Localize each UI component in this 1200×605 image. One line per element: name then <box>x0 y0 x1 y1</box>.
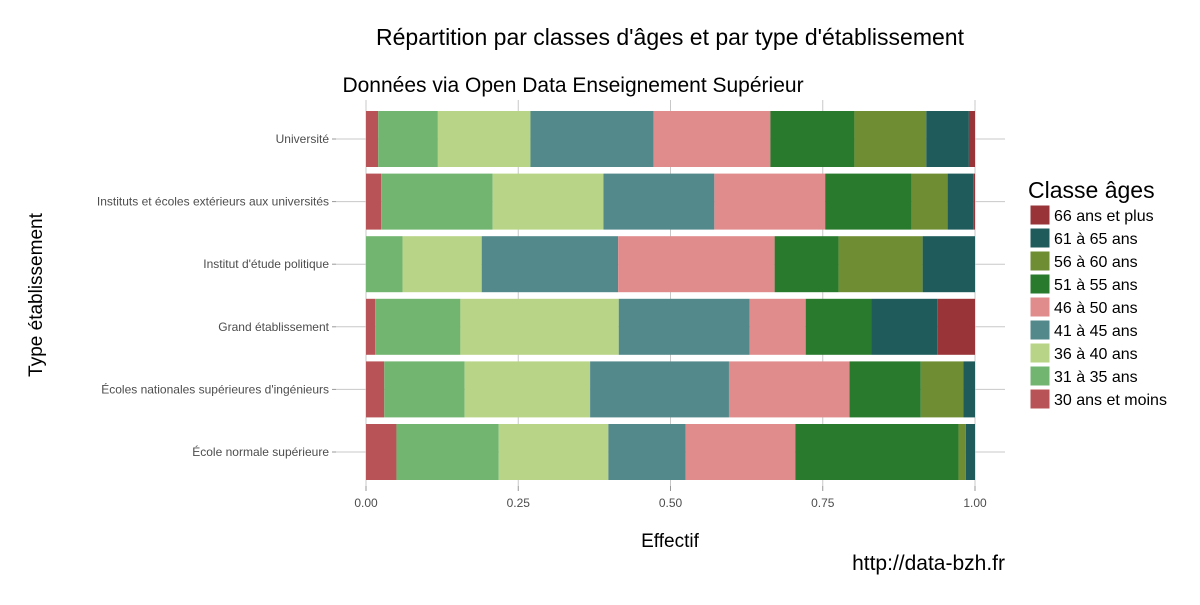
x-tick-label: 1.00 <box>963 496 987 510</box>
bar-segment <box>378 111 438 167</box>
legend-label: 41 à 45 ans <box>1054 323 1138 340</box>
bar-segment <box>402 236 482 293</box>
legend-swatch <box>1029 250 1051 272</box>
bar-segment <box>922 236 975 293</box>
bar-segment <box>381 173 493 230</box>
bar-segment <box>437 111 531 167</box>
y-tick-label: Grand établissement <box>218 320 329 334</box>
bar-segment <box>958 424 966 480</box>
y-axis: Université Instituts et écoles extérieurs… <box>97 132 336 459</box>
bar-segment <box>968 111 975 167</box>
bar-segment <box>366 361 385 418</box>
bar-segment <box>926 111 969 167</box>
y-tick-label: Écoles nationales supérieures d'ingénieu… <box>101 381 329 396</box>
legend: Classe âges 66 ans et plus 61 à 65 ans 56 … <box>1028 177 1167 410</box>
bar-segment <box>460 298 619 355</box>
bar-segment <box>825 173 912 230</box>
caption: http://data-bzh.fr <box>852 552 1005 575</box>
bar-segment <box>965 424 975 480</box>
bar-segment <box>749 298 806 355</box>
legend-swatch <box>1029 273 1051 295</box>
bar-segment <box>590 361 729 418</box>
bar-segment <box>603 173 715 230</box>
bar-segment <box>366 236 403 293</box>
bar-segment <box>795 424 959 480</box>
x-axis-label: Effectif <box>641 531 699 552</box>
bar-segment <box>618 298 750 355</box>
bar-segment <box>375 298 461 355</box>
x-tick-label: 0.25 <box>507 496 531 510</box>
y-tick-label: École normale supérieure <box>192 444 329 459</box>
legend-swatch <box>1029 388 1051 410</box>
bar-segment <box>396 424 499 480</box>
bar-segment <box>963 361 975 418</box>
legend-label: 36 à 40 ans <box>1054 346 1138 363</box>
x-tick-label: 0.75 <box>811 496 835 510</box>
legend-title: Classe âges <box>1028 177 1155 203</box>
legend-label: 66 ans et plus <box>1054 208 1154 225</box>
legend-label: 51 à 55 ans <box>1054 277 1138 294</box>
bar-segment <box>728 361 850 418</box>
bar-segment <box>498 424 609 480</box>
bar-segment <box>464 361 591 418</box>
legend-swatch <box>1029 319 1051 341</box>
chart-title: Répartition par classes d'âges et par ty… <box>376 24 965 50</box>
bar-segment <box>530 111 654 167</box>
bar-segment <box>937 298 975 355</box>
bar-segment <box>947 173 974 230</box>
bar-segment <box>770 111 855 167</box>
legend-swatch <box>1029 365 1051 387</box>
bar-segment <box>911 173 948 230</box>
bar-segment <box>384 361 465 418</box>
bar-segment <box>805 298 872 355</box>
bar-segment <box>481 236 619 293</box>
legend-swatch <box>1029 204 1051 226</box>
y-tick-label: Université <box>276 132 330 146</box>
bar-segment <box>871 298 938 355</box>
bar-segment <box>685 424 796 480</box>
bar-segment <box>714 173 826 230</box>
x-tick-label: 0.00 <box>354 496 378 510</box>
bar-segment <box>366 424 397 480</box>
y-tick-label: Instituts et écoles extérieurs aux unive… <box>97 195 329 209</box>
bar-segment <box>366 298 376 355</box>
bars <box>366 111 975 480</box>
bar-segment <box>973 173 975 230</box>
chart-subtitle: Données via Open Data Enseignement Supér… <box>342 74 803 97</box>
bar-segment <box>492 173 604 230</box>
bar-segment <box>774 236 839 293</box>
y-tick-label: Institut d'étude politique <box>203 257 329 271</box>
bar-segment <box>920 361 964 418</box>
legend-swatch <box>1029 296 1051 318</box>
bar-segment <box>854 111 927 167</box>
legend-swatch <box>1029 342 1051 364</box>
bar-segment <box>849 361 921 418</box>
legend-label: 56 à 60 ans <box>1054 254 1138 271</box>
bar-segment <box>366 173 382 230</box>
bar-segment <box>838 236 923 293</box>
bar-segment <box>608 424 686 480</box>
x-tick-label: 0.50 <box>659 496 683 510</box>
legend-swatch <box>1029 227 1051 249</box>
legend-label: 46 à 50 ans <box>1054 300 1138 317</box>
y-axis-label: Type établissement <box>26 212 47 376</box>
legend-label: 31 à 35 ans <box>1054 369 1138 386</box>
bar-segment <box>618 236 775 293</box>
legend-label: 30 ans et moins <box>1054 392 1167 409</box>
x-axis: 0.00 0.25 0.50 0.75 1.00 <box>354 486 987 510</box>
bar-segment <box>653 111 771 167</box>
legend-label: 61 à 65 ans <box>1054 231 1138 248</box>
bar-segment <box>366 111 379 167</box>
